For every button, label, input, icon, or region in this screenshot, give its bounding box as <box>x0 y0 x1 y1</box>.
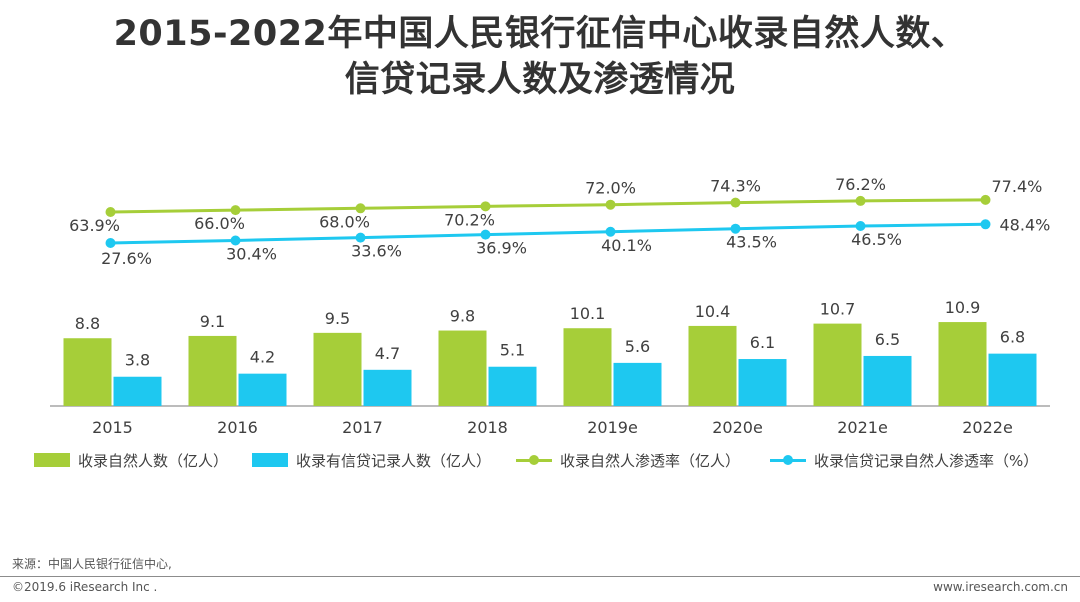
legend-swatch-blue-bar <box>252 453 288 467</box>
legend-swatch-blue-line <box>770 453 806 467</box>
legend-label: 收录信贷记录自然人渗透率（%） <box>814 451 1039 470</box>
data-label-natural-persons: 8.8 <box>75 314 100 333</box>
data-label-natural-rate: 63.9% <box>69 216 120 235</box>
data-label-credit-rate: 40.1% <box>601 236 652 255</box>
point-natural-rate <box>605 199 616 210</box>
bar-credit-persons <box>113 376 162 406</box>
data-label-credit-rate: 43.5% <box>726 233 777 252</box>
data-label-natural-persons: 10.4 <box>695 302 731 321</box>
point-natural-rate <box>980 194 991 205</box>
point-credit-rate <box>355 232 366 243</box>
bar-credit-persons <box>613 362 662 406</box>
data-label-credit-rate: 27.6% <box>101 249 152 268</box>
bar-credit-persons <box>863 355 912 406</box>
point-credit-rate <box>105 238 116 248</box>
data-label-credit-persons: 4.2 <box>250 348 275 367</box>
data-label-credit-persons: 6.5 <box>875 330 900 349</box>
data-label-natural-rate: 76.2% <box>835 175 886 194</box>
legend-swatch-green-bar <box>34 453 70 467</box>
data-label-credit-persons: 3.8 <box>125 351 150 370</box>
point-credit-rate <box>980 219 991 230</box>
x-tick-label: 2022e <box>962 418 1013 437</box>
bar-natural-persons <box>938 322 987 406</box>
line-natural-rate <box>110 198 986 214</box>
data-label-natural-persons: 10.9 <box>945 298 981 317</box>
chart-plot: 8.8 3.8 2015 9.1 4.2 2016 9.5 4.7 2017 9.8 5.1 2018… <box>50 175 1051 437</box>
point-natural-rate <box>230 205 241 216</box>
point-natural-rate <box>730 197 741 208</box>
data-label-credit-persons: 5.1 <box>500 341 525 360</box>
data-label-credit-persons: 4.7 <box>375 344 400 363</box>
legend-item-natural-persons: 收录自然人数（亿人） <box>34 448 228 472</box>
legend-item-natural-rate: 收录自然人渗透率（亿人） <box>516 448 740 472</box>
bar-natural-persons <box>438 330 487 406</box>
x-tick-label: 2019e <box>587 418 638 437</box>
data-label-credit-persons: 5.6 <box>625 337 650 356</box>
x-tick-label: 2015 <box>92 418 133 437</box>
bar-credit-persons <box>363 369 412 406</box>
data-label-natural-persons: 10.1 <box>570 304 606 323</box>
legend-item-credit-rate: 收录信贷记录自然人渗透率（%） <box>770 448 1038 472</box>
x-tick-label: 2017 <box>342 418 383 437</box>
data-label-natural-persons: 10.7 <box>820 300 856 319</box>
chart-title-line-1: 2015-2022年中国人民银行征信中心收录自然人数、 <box>113 14 967 54</box>
x-tick-label: 2020e <box>712 418 763 437</box>
bar-natural-persons <box>813 323 862 406</box>
legend-label: 收录有信贷记录人数（亿人） <box>296 451 492 470</box>
legend-swatch-green-line <box>516 453 552 467</box>
legend-item-credit-persons: 收录有信贷记录人数（亿人） <box>252 448 491 472</box>
bar-natural-persons <box>313 332 362 406</box>
data-label-natural-rate: 72.0% <box>585 179 636 198</box>
data-label-credit-rate: 48.4% <box>1000 215 1051 234</box>
point-natural-rate <box>480 201 491 212</box>
source-note: 来源：中国人民银行征信中心, <box>12 557 172 571</box>
data-label-credit-rate: 33.6% <box>351 242 402 261</box>
bar-credit-persons <box>738 359 787 406</box>
data-label-natural-rate: 70.2% <box>444 210 495 229</box>
bar-natural-persons <box>63 338 112 406</box>
data-label-credit-rate: 36.9% <box>476 239 527 258</box>
website-link[interactable]: www.iresearch.com.cn <box>933 580 1068 594</box>
data-label-credit-rate: 30.4% <box>226 244 277 263</box>
chart-title-line-2: 信贷记录人数及渗透情况 <box>344 60 736 100</box>
legend-label: 收录自然人渗透率（亿人） <box>560 451 741 470</box>
data-label-credit-persons: 6.1 <box>750 333 775 352</box>
point-natural-rate <box>855 195 866 206</box>
bar-natural-persons <box>563 328 612 406</box>
copyright-text: ©2019.6 iResearch Inc . <box>12 580 158 594</box>
point-credit-rate <box>855 220 866 231</box>
bar-natural-persons <box>188 335 237 406</box>
data-label-natural-persons: 9.5 <box>325 309 350 328</box>
point-credit-rate <box>480 229 491 240</box>
point-credit-rate <box>230 235 241 246</box>
bar-natural-persons <box>688 325 737 406</box>
point-natural-rate <box>355 203 366 214</box>
bar-credit-persons <box>238 373 287 406</box>
data-label-natural-rate: 77.4% <box>992 177 1043 196</box>
data-label-natural-rate: 68.0% <box>319 212 370 231</box>
data-label-natural-rate: 66.0% <box>194 214 245 233</box>
legend-label: 收录自然人数（亿人） <box>78 451 229 470</box>
bar-credit-persons <box>988 353 1037 406</box>
point-credit-rate <box>730 223 741 234</box>
x-tick-label: 2018 <box>467 418 508 437</box>
data-label-natural-rate: 74.3% <box>710 177 761 196</box>
footer-divider <box>0 576 1080 577</box>
chart-legend: 收录自然人数（亿人） 收录有信贷记录人数（亿人） 收录自然人渗透率（亿人） 收录… <box>0 448 1080 472</box>
x-tick-label: 2021e <box>837 418 888 437</box>
x-tick-label: 2016 <box>217 418 258 437</box>
data-label-natural-persons: 9.8 <box>450 307 475 326</box>
point-natural-rate <box>105 207 116 217</box>
bar-credit-persons <box>488 366 537 406</box>
data-label-credit-persons: 6.8 <box>1000 328 1025 347</box>
data-label-credit-rate: 46.5% <box>851 230 902 249</box>
line-credit-rate <box>110 222 986 245</box>
data-label-natural-persons: 9.1 <box>200 312 225 331</box>
point-credit-rate <box>605 226 616 237</box>
